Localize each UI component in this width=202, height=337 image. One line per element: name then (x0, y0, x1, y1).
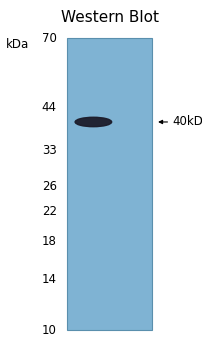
Text: 40kDa: 40kDa (171, 116, 202, 128)
Bar (67, 38, 152, 330)
Text: 22: 22 (42, 205, 57, 218)
Text: kDa: kDa (6, 38, 29, 51)
Text: Western Blot: Western Blot (60, 10, 158, 25)
Text: 10: 10 (42, 324, 57, 337)
Ellipse shape (75, 117, 111, 127)
Text: 44: 44 (42, 101, 57, 114)
Text: 33: 33 (42, 144, 57, 157)
Text: 26: 26 (42, 180, 57, 193)
Text: 14: 14 (42, 273, 57, 286)
Text: 18: 18 (42, 235, 57, 248)
Text: 70: 70 (42, 31, 57, 44)
